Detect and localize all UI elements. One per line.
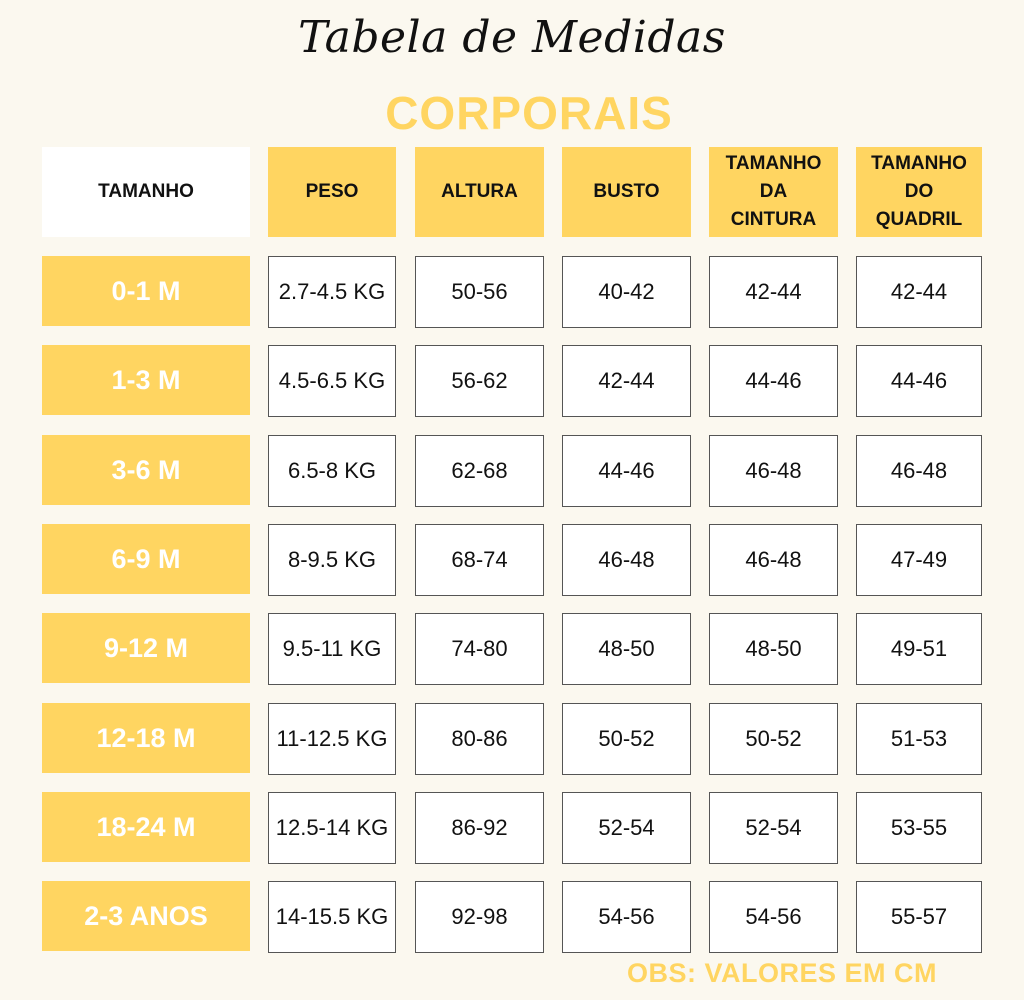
value-cell: 54-56: [562, 881, 691, 953]
value-cell: 92-98: [415, 881, 544, 953]
note: OBS: VALORES EM CM: [627, 958, 938, 988]
size-label: 12-18 M: [42, 703, 250, 773]
value-cell: 42-44: [562, 345, 691, 417]
value-cell: 50-52: [562, 703, 691, 775]
value-cell: 50-56: [415, 256, 544, 328]
header-busto: BUSTO: [562, 147, 691, 237]
value-cell: 68-74: [415, 524, 544, 596]
header-peso: PESO: [268, 147, 396, 237]
value-cell: 2.7-4.5 KG: [268, 256, 396, 328]
value-cell: 47-49: [856, 524, 982, 596]
size-label: 2-3 ANOS: [42, 881, 250, 951]
size-label: 9-12 M: [42, 613, 250, 683]
value-cell: 49-51: [856, 613, 982, 685]
value-cell: 48-50: [709, 613, 838, 685]
value-cell: 74-80: [415, 613, 544, 685]
value-cell: 8-9.5 KG: [268, 524, 396, 596]
value-cell: 42-44: [709, 256, 838, 328]
value-cell: 51-53: [856, 703, 982, 775]
value-cell: 9.5-11 KG: [268, 613, 396, 685]
value-cell: 56-62: [415, 345, 544, 417]
value-cell: 55-57: [856, 881, 982, 953]
value-cell: 44-46: [709, 345, 838, 417]
value-cell: 40-42: [562, 256, 691, 328]
value-cell: 50-52: [709, 703, 838, 775]
value-cell: 6.5-8 KG: [268, 435, 396, 507]
size-label: 18-24 M: [42, 792, 250, 862]
header-altura: ALTURA: [415, 147, 544, 237]
value-cell: 14-15.5 KG: [268, 881, 396, 953]
value-cell: 54-56: [709, 881, 838, 953]
value-cell: 46-48: [856, 435, 982, 507]
header-cintura: TAMANHO DA CINTURA: [709, 147, 838, 237]
value-cell: 53-55: [856, 792, 982, 864]
value-cell: 12.5-14 KG: [268, 792, 396, 864]
size-label: 3-6 M: [42, 435, 250, 505]
size-label: 6-9 M: [42, 524, 250, 594]
value-cell: 44-46: [856, 345, 982, 417]
page-subtitle: CORPORAIS: [385, 87, 673, 139]
value-cell: 46-48: [562, 524, 691, 596]
value-cell: 4.5-6.5 KG: [268, 345, 396, 417]
size-label: 1-3 M: [42, 345, 250, 415]
value-cell: 86-92: [415, 792, 544, 864]
value-cell: 46-48: [709, 435, 838, 507]
value-cell: 42-44: [856, 256, 982, 328]
value-cell: 52-54: [709, 792, 838, 864]
value-cell: 11-12.5 KG: [268, 703, 396, 775]
value-cell: 48-50: [562, 613, 691, 685]
value-cell: 52-54: [562, 792, 691, 864]
value-cell: 62-68: [415, 435, 544, 507]
header-tamanho: TAMANHO: [42, 147, 250, 237]
value-cell: 44-46: [562, 435, 691, 507]
value-cell: 46-48: [709, 524, 838, 596]
page-title: Tabela de Medidas: [298, 12, 726, 63]
value-cell: 80-86: [415, 703, 544, 775]
header-quadril: TAMANHO DO QUADRIL: [856, 147, 982, 237]
size-label: 0-1 M: [42, 256, 250, 326]
